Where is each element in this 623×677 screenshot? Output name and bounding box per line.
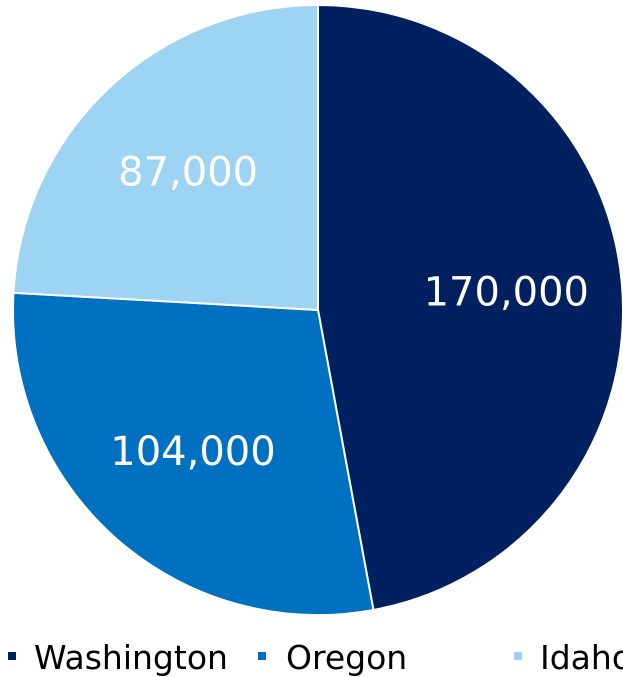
legend-label-washington: Washington [34,638,228,677]
legend-swatch-oregon [258,652,266,660]
pie-slices [12,3,623,616]
data-label-oregon: 104,000 [110,429,275,475]
pie-slice-idaho [12,3,319,312]
data-label-idaho: 87,000 [118,150,258,196]
legend-swatch-idaho [514,652,522,660]
pie-slice-washington [317,3,623,612]
legend-swatch-washington [8,652,16,660]
legend-label-oregon: Oregon [286,638,407,677]
data-label-washington: 170,000 [424,270,589,316]
pie-slice-oregon [12,291,375,616]
legend: Washington Oregon Idaho [8,638,623,677]
pie-data-labels: 170,000 104,000 87,000 [110,150,589,475]
legend-label-idaho: Idaho [540,638,623,677]
